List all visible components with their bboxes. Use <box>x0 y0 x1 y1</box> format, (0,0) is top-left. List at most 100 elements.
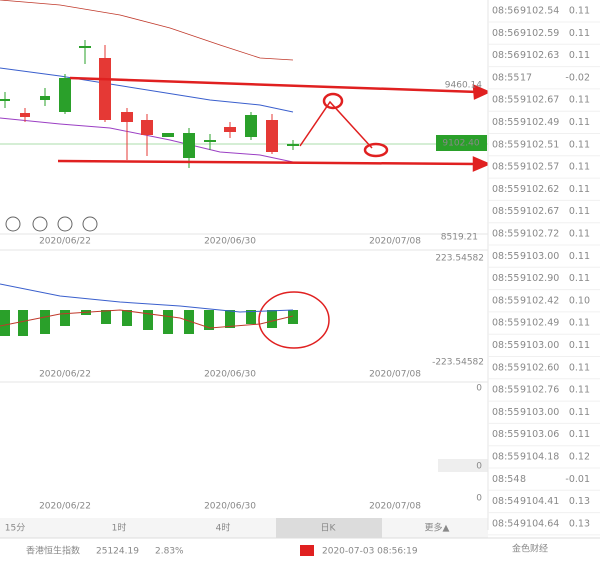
trade-change: 0.11 <box>569 340 590 351</box>
trade-change: 0.11 <box>569 206 590 217</box>
tab[interactable]: 更多▲ <box>425 522 450 534</box>
trade-time: 08:55 <box>492 251 519 262</box>
trade-time: 08:56 <box>492 50 519 61</box>
date-label: 2020/07/08 <box>369 237 421 247</box>
tab[interactable]: 日K <box>321 523 337 534</box>
trade-time: 08:55 <box>492 452 519 463</box>
controls[interactable] <box>5 216 98 232</box>
trade-change: 0.11 <box>569 229 590 240</box>
trade-change: 0.11 <box>569 162 590 173</box>
trade-price: 9103.00 <box>520 251 559 262</box>
trade-price: 9104.64 <box>520 518 559 529</box>
sub-top: 223.54582 <box>435 254 484 264</box>
trade-change: 0.12 <box>569 452 590 463</box>
trade-price: 9102.72 <box>520 229 559 240</box>
date-label: 2020/06/22 <box>39 370 91 380</box>
trade-change: 0.11 <box>569 6 590 17</box>
trade-price: 9102.42 <box>520 295 559 306</box>
trade-change: 0.11 <box>569 95 590 106</box>
trade-change: 0.11 <box>569 117 590 128</box>
trade-change: 0.11 <box>569 28 590 39</box>
tab[interactable]: 4时 <box>216 522 231 534</box>
trade-change: 0.11 <box>569 429 590 440</box>
trade-time: 08:55 <box>492 318 519 329</box>
trade-time: 08:55 <box>492 429 519 440</box>
trade-time: 08:55 <box>492 139 519 150</box>
trade-change: 0.11 <box>569 139 590 150</box>
date-label: 2020/06/30 <box>204 370 256 380</box>
trade-time: 08:55 <box>492 340 519 351</box>
trade-time: 08:56 <box>492 6 519 17</box>
trade-price: 9103.00 <box>520 407 559 418</box>
trade-price: 9103.06 <box>520 429 559 440</box>
trade-change: 0.13 <box>569 496 590 507</box>
third-label: 0 <box>476 462 482 472</box>
trade-time: 08:54 <box>492 518 519 529</box>
date-label: 2020/06/22 <box>39 502 91 512</box>
third-label: 0 <box>476 494 482 504</box>
trade-price: 9102.63 <box>520 50 559 61</box>
trade-change: 0.11 <box>569 50 590 61</box>
trade-price: 9104.18 <box>520 452 559 463</box>
trade-time: 08:55 <box>492 206 519 217</box>
trade-change: -0.02 <box>565 72 590 83</box>
trade-time: 08:55 <box>492 184 519 195</box>
trade-time: 08:55 <box>492 362 519 373</box>
trade-price: 9102.60 <box>520 362 559 373</box>
trade-change: 0.10 <box>569 295 590 306</box>
trade-change: 0.13 <box>569 518 590 529</box>
date-label: 2020/06/30 <box>204 502 256 512</box>
sub-bottom: -223.54582 <box>432 358 484 368</box>
date-label: 2020/06/22 <box>39 237 91 247</box>
indicator-lines <box>0 0 294 163</box>
index-name: 香港恒生指数 <box>26 545 80 557</box>
trade-price: 9102.57 <box>520 162 559 173</box>
annotations <box>57 76 492 563</box>
trade-time: 08:55 <box>492 117 519 128</box>
index-change: 2.83% <box>155 547 184 557</box>
tab[interactable]: 15分 <box>5 523 25 534</box>
candles <box>0 40 299 168</box>
sub-lines <box>0 283 294 329</box>
trade-price: 9103.00 <box>520 340 559 351</box>
trade-time: 08:55 <box>492 385 519 396</box>
trade-time: 08:54 <box>492 474 519 485</box>
trade-time: 08:55 <box>492 229 519 240</box>
low-label: 8519.21 <box>441 233 478 243</box>
trade-price: 9102.67 <box>520 95 559 106</box>
tab[interactable]: 1时 <box>112 522 127 534</box>
trade-price: 9104.41 <box>520 496 559 507</box>
last-price: 9102.40 <box>442 139 479 149</box>
logo: 金色财经 <box>512 543 548 555</box>
date-label: 2020/06/30 <box>204 237 256 247</box>
trade-time: 08:54 <box>492 496 519 507</box>
date-label: 2020/07/08 <box>369 502 421 512</box>
trade-time: 08:55 <box>492 162 519 173</box>
trade-change: 0.11 <box>569 318 590 329</box>
trade-time: 08:56 <box>492 28 519 39</box>
trade-price: 9102.54 <box>520 6 559 17</box>
trade-change: 0.11 <box>569 362 590 373</box>
trade-price: 17 <box>520 72 532 83</box>
trade-change: 0.11 <box>569 385 590 396</box>
date-label: 2020/07/08 <box>369 370 421 380</box>
trade-price: 9102.59 <box>520 28 559 39</box>
trade-time: 08:55 <box>492 72 519 83</box>
trade-time: 08:55 <box>492 295 519 306</box>
datetime: 2020-07-03 08:56:19 <box>322 547 418 557</box>
trade-price: 9102.62 <box>520 184 559 195</box>
trade-change: 0.11 <box>569 407 590 418</box>
trade-price: 9102.49 <box>520 318 559 329</box>
trade-price: 9102.90 <box>520 273 559 284</box>
index-value: 25124.19 <box>96 547 139 557</box>
trade-change: 0.11 <box>569 251 590 262</box>
high-label: 9460.14 <box>445 81 482 91</box>
trade-price: 9102.76 <box>520 385 559 396</box>
sub-bars <box>0 310 298 336</box>
trade-time: 08:55 <box>492 407 519 418</box>
trade-change: 0.11 <box>569 184 590 195</box>
third-label: 0 <box>476 384 482 394</box>
trade-time: 08:55 <box>492 95 519 106</box>
